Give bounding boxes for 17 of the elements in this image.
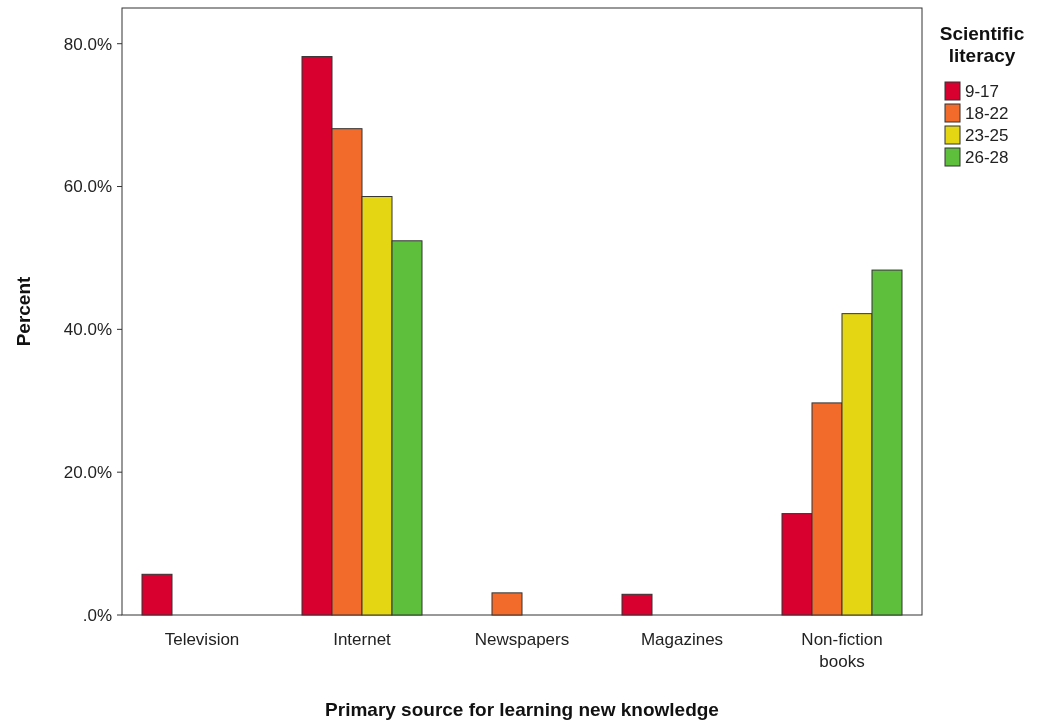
- y-tick-label: .0%: [82, 605, 112, 625]
- x-tick-label: Newspapers: [474, 630, 570, 649]
- y-axis-title: Percent: [13, 275, 34, 347]
- legend-label: 9-17: [965, 81, 1000, 101]
- legend-label: 26-28: [965, 147, 1009, 167]
- y-tick-label: 80.0%: [63, 34, 112, 54]
- legend-label: 23-25: [965, 125, 1009, 145]
- x-axis-title: Primary source for learning new knowledge: [325, 699, 719, 720]
- x-tick-label: Non-fiction books: [801, 630, 883, 671]
- legend-label: 18-22: [965, 103, 1009, 123]
- y-tick-label: 40.0%: [63, 320, 112, 340]
- y-tick-label: 20.0%: [63, 463, 112, 483]
- x-tick-label: Magazines: [640, 630, 724, 649]
- legend-title: Scientific literacy: [939, 23, 1025, 66]
- x-tick-label: Television: [164, 630, 240, 649]
- y-tick-label: 60.0%: [63, 177, 112, 197]
- x-tick-label: Internet: [333, 630, 392, 649]
